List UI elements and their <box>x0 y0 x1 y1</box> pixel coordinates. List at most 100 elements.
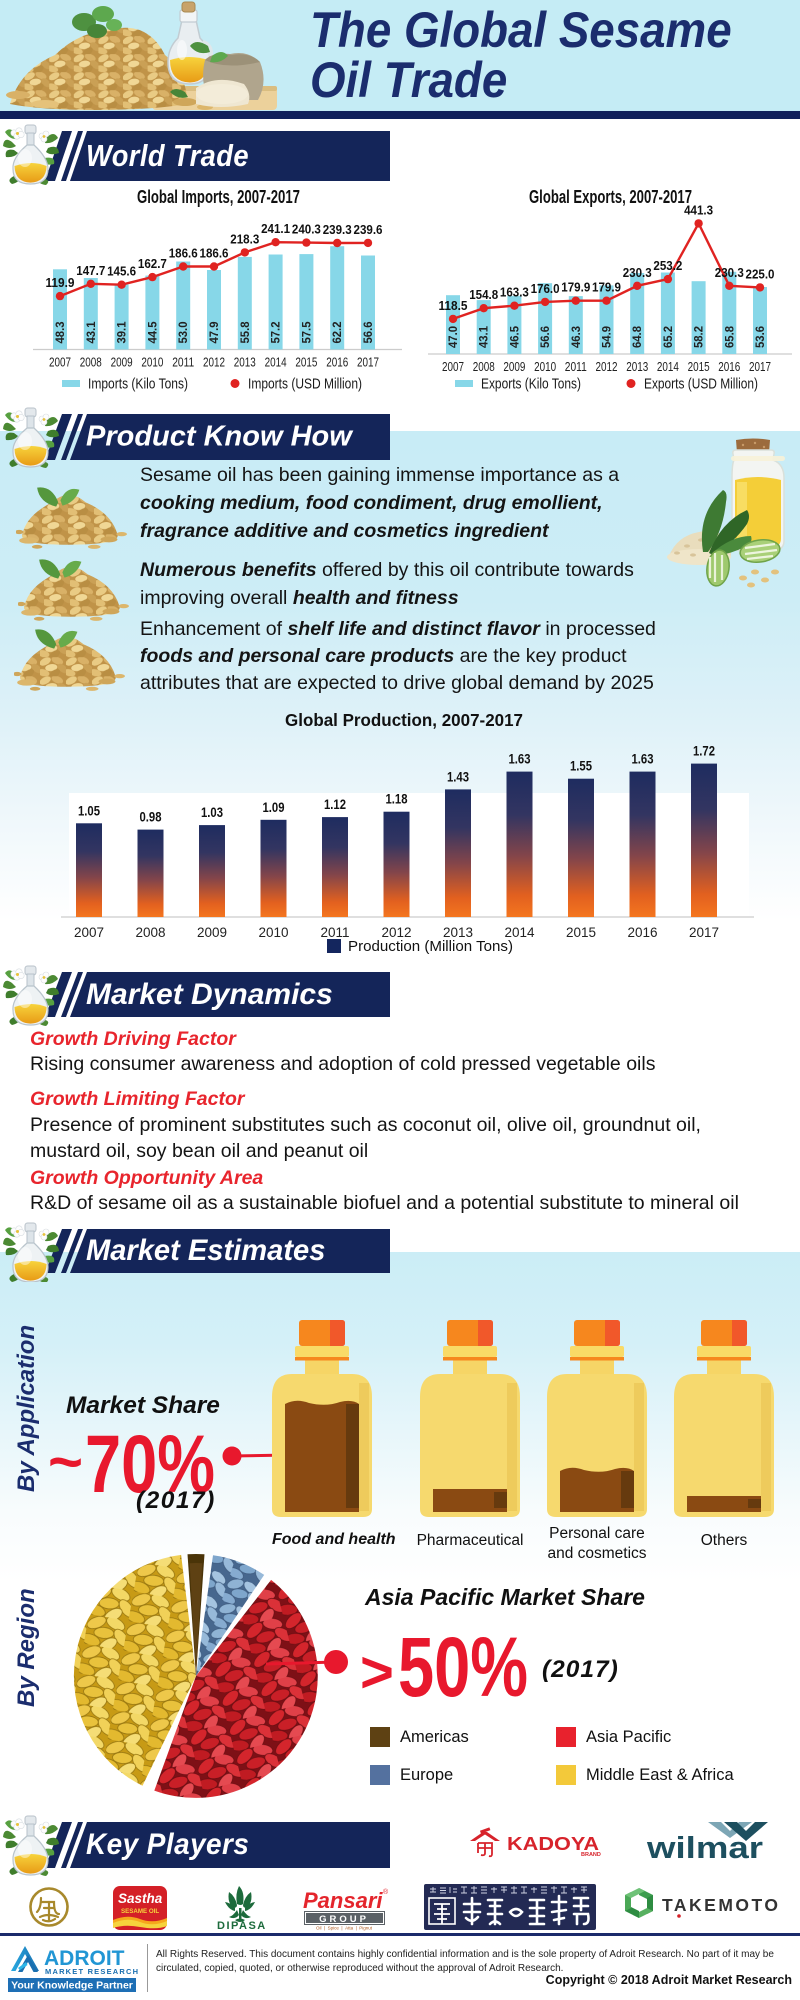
svg-text:2007: 2007 <box>74 925 104 940</box>
svg-text:Exports (Kilo Tons): Exports (Kilo Tons) <box>481 377 581 393</box>
svg-text:39.1: 39.1 <box>117 321 129 344</box>
svg-text:Oil | Spice | Atta | Pig: Oil | Spice | Atta | Pignut <box>316 1926 373 1931</box>
svg-text:2017: 2017 <box>689 925 719 940</box>
svg-text:154.8: 154.8 <box>469 287 498 302</box>
svg-text:2007: 2007 <box>49 355 71 370</box>
svg-text:239.6: 239.6 <box>354 222 383 237</box>
svg-text:53.6: 53.6 <box>755 326 767 348</box>
svg-text:Global Exports, 2007-2017: Global Exports, 2007-2017 <box>529 187 692 207</box>
svg-text:2015: 2015 <box>688 359 710 374</box>
svg-text:2009: 2009 <box>503 359 525 374</box>
svg-text:2010: 2010 <box>534 359 556 374</box>
svg-text:43.1: 43.1 <box>479 325 491 348</box>
svg-text:47.0: 47.0 <box>448 326 460 348</box>
svg-text:176.0: 176.0 <box>531 281 560 296</box>
svg-text:147.7: 147.7 <box>76 263 105 278</box>
svg-text:1.63: 1.63 <box>632 752 654 767</box>
svg-text:230.3: 230.3 <box>715 265 744 280</box>
svg-text:2017: 2017 <box>357 355 379 370</box>
svg-text:57.5: 57.5 <box>301 321 313 344</box>
svg-text:253.2: 253.2 <box>653 258 682 273</box>
svg-text:2008: 2008 <box>135 925 165 940</box>
svg-text:2010: 2010 <box>258 925 288 940</box>
svg-text:2015: 2015 <box>566 925 596 940</box>
svg-text:ADROIT: ADROIT <box>44 1947 125 1970</box>
svg-text:1.09: 1.09 <box>263 800 285 815</box>
svg-text:53.0: 53.0 <box>178 322 190 344</box>
svg-text:0.98: 0.98 <box>140 810 162 825</box>
svg-text:Imports (Kilo Tons): Imports (Kilo Tons) <box>88 377 188 393</box>
svg-text:55.8: 55.8 <box>240 321 252 344</box>
svg-text:57.2: 57.2 <box>271 322 283 344</box>
svg-text:2009: 2009 <box>111 355 133 370</box>
svg-text:43.1: 43.1 <box>86 321 98 344</box>
svg-text:225.0: 225.0 <box>746 266 775 281</box>
svg-text:50%: 50% <box>398 1624 528 1704</box>
svg-text:1.05: 1.05 <box>78 803 100 818</box>
svg-text:MARKET RESEARCH: MARKET RESEARCH <box>45 1967 139 1976</box>
svg-text:48.3: 48.3 <box>55 322 67 344</box>
svg-text:>: > <box>360 1640 394 1704</box>
svg-text:145.6: 145.6 <box>107 264 136 279</box>
svg-text:2011: 2011 <box>172 355 194 370</box>
svg-text:2017: 2017 <box>749 359 771 374</box>
svg-text:2013: 2013 <box>626 359 648 374</box>
svg-text:62.2: 62.2 <box>332 322 344 344</box>
svg-text:179.9: 179.9 <box>592 280 621 295</box>
svg-text:2011: 2011 <box>565 359 587 374</box>
svg-text:2010: 2010 <box>141 355 163 370</box>
svg-text:wilmar: wilmar <box>646 1830 763 1864</box>
svg-text:186.6: 186.6 <box>169 246 198 261</box>
svg-text:TAKEMOTO: TAKEMOTO <box>662 1895 781 1915</box>
svg-text:2012: 2012 <box>596 359 618 374</box>
svg-text:KADOYA: KADOYA <box>507 1833 599 1854</box>
svg-text:58.2: 58.2 <box>694 326 706 348</box>
svg-text:Sastha: Sastha <box>118 1891 163 1906</box>
svg-text:Global Production, 2007-2017: Global Production, 2007-2017 <box>285 710 523 730</box>
svg-text:1.43: 1.43 <box>447 769 469 784</box>
svg-text:~: ~ <box>48 1428 83 1495</box>
svg-text:46.3: 46.3 <box>571 326 583 348</box>
svg-text:1.18: 1.18 <box>386 792 408 807</box>
svg-text:Pansari: Pansari <box>303 1888 383 1913</box>
svg-text:2008: 2008 <box>80 355 102 370</box>
svg-text:2009: 2009 <box>197 925 227 940</box>
svg-text:54.9: 54.9 <box>602 326 614 348</box>
svg-text:2012: 2012 <box>203 355 225 370</box>
svg-text:®: ® <box>383 1888 389 1896</box>
svg-text:1.03: 1.03 <box>201 805 223 820</box>
svg-text:56.6: 56.6 <box>363 322 375 344</box>
svg-text:2014: 2014 <box>657 359 679 374</box>
svg-text:230.3: 230.3 <box>623 265 652 280</box>
svg-text:240.3: 240.3 <box>292 222 321 237</box>
svg-text:239.3: 239.3 <box>323 222 352 237</box>
svg-text:118.5: 118.5 <box>439 298 468 313</box>
svg-text:Production (Million Tons): Production (Million Tons) <box>348 938 513 955</box>
svg-text:BRAND: BRAND <box>581 1852 601 1858</box>
svg-text:163.3: 163.3 <box>500 285 529 300</box>
svg-text:179.9: 179.9 <box>561 280 590 295</box>
svg-text:1.72: 1.72 <box>693 744 715 759</box>
svg-text:441.3: 441.3 <box>684 202 713 217</box>
svg-text:Exports (USD Million): Exports (USD Million) <box>644 377 758 393</box>
svg-text:2016: 2016 <box>326 355 348 370</box>
svg-text:2007: 2007 <box>442 359 464 374</box>
svg-text:2016: 2016 <box>627 925 657 940</box>
svg-text:2008: 2008 <box>473 359 495 374</box>
svg-text:DIPASA: DIPASA <box>217 1920 267 1932</box>
svg-text:1.63: 1.63 <box>509 752 531 767</box>
svg-text:2014: 2014 <box>504 925 535 940</box>
svg-text:186.6: 186.6 <box>200 246 229 261</box>
svg-text:2016: 2016 <box>718 359 740 374</box>
svg-text:2014: 2014 <box>265 355 287 370</box>
svg-text:241.1: 241.1 <box>261 221 290 236</box>
svg-text:162.7: 162.7 <box>138 256 167 271</box>
svg-text:218.3: 218.3 <box>230 231 259 246</box>
svg-text:Imports (USD Million): Imports (USD Million) <box>248 377 362 393</box>
svg-text:56.6: 56.6 <box>540 326 552 348</box>
svg-text:2011: 2011 <box>320 925 349 940</box>
svg-text:64.8: 64.8 <box>632 325 644 348</box>
svg-text:Your Knowledge Partner: Your Knowledge Partner <box>11 1980 133 1992</box>
svg-text:46.5: 46.5 <box>509 325 521 348</box>
svg-text:SESAME OIL: SESAME OIL <box>121 1908 159 1915</box>
